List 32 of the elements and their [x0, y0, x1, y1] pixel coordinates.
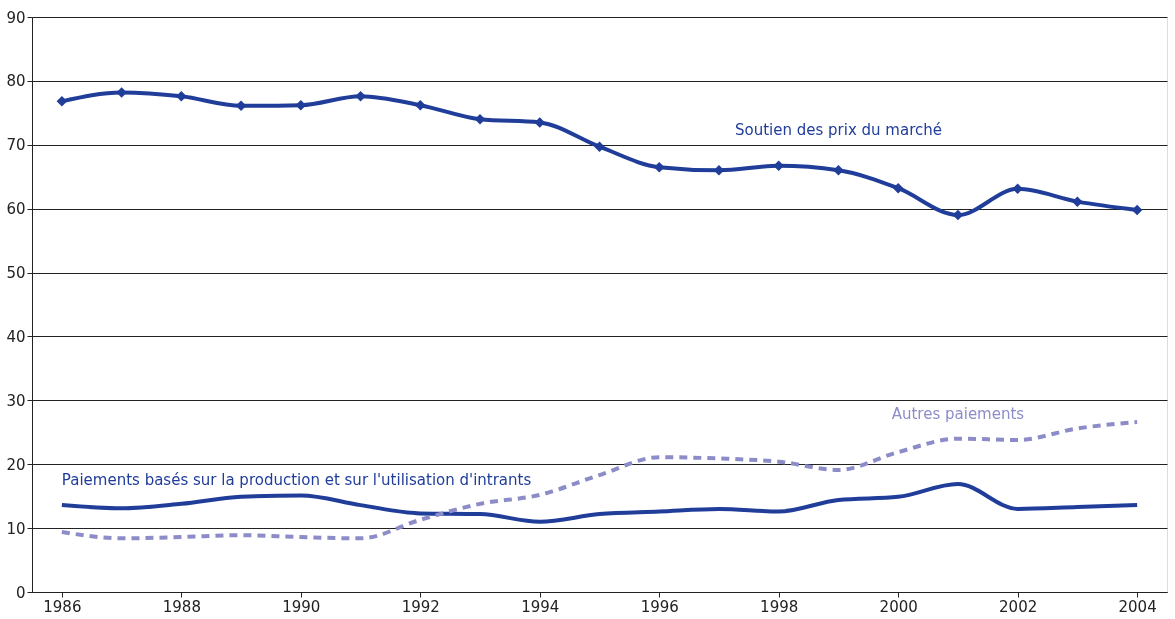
y-tick-label: 50 [6, 264, 26, 283]
x-tick-label: 1996 [640, 597, 679, 616]
y-tick-label: 60 [6, 200, 26, 219]
point [892, 182, 904, 194]
x-tick-label: 1988 [162, 597, 201, 616]
point [56, 96, 68, 107]
x-tick-label: 1994 [521, 597, 560, 616]
y-tick-label: 70 [6, 136, 26, 155]
y-tick-label: 40 [6, 327, 26, 346]
x-tick-label: 2002 [999, 597, 1038, 616]
x-tick-label: 1992 [401, 597, 440, 616]
y-tick-label: 20 [6, 455, 26, 474]
point [176, 90, 187, 102]
point [1072, 196, 1083, 207]
series-label: Paiements basés sur la production et sur l'utilisation d'intrants [61, 471, 532, 490]
series-label: Autres paiements [891, 404, 1025, 423]
y-tick-label: 80 [6, 72, 26, 91]
y-tick-label: 10 [6, 519, 26, 538]
point [833, 165, 844, 176]
y-tick-label: 90 [6, 8, 26, 27]
text: Soutien des prix du marché [734, 121, 942, 140]
x-tick-label: 2004 [1118, 597, 1157, 616]
x-tick-label: 2000 [879, 597, 918, 616]
point [594, 141, 605, 152]
y-tick-label: 0 [15, 583, 26, 602]
x-tick-label: 1986 [43, 597, 82, 616]
point [415, 99, 426, 111]
point [355, 90, 366, 102]
x-tick-label: 1990 [282, 597, 321, 616]
line-series [59, 420, 1140, 541]
x-tick-label: 1998 [760, 597, 799, 616]
y-tick-label: 30 [6, 391, 26, 410]
